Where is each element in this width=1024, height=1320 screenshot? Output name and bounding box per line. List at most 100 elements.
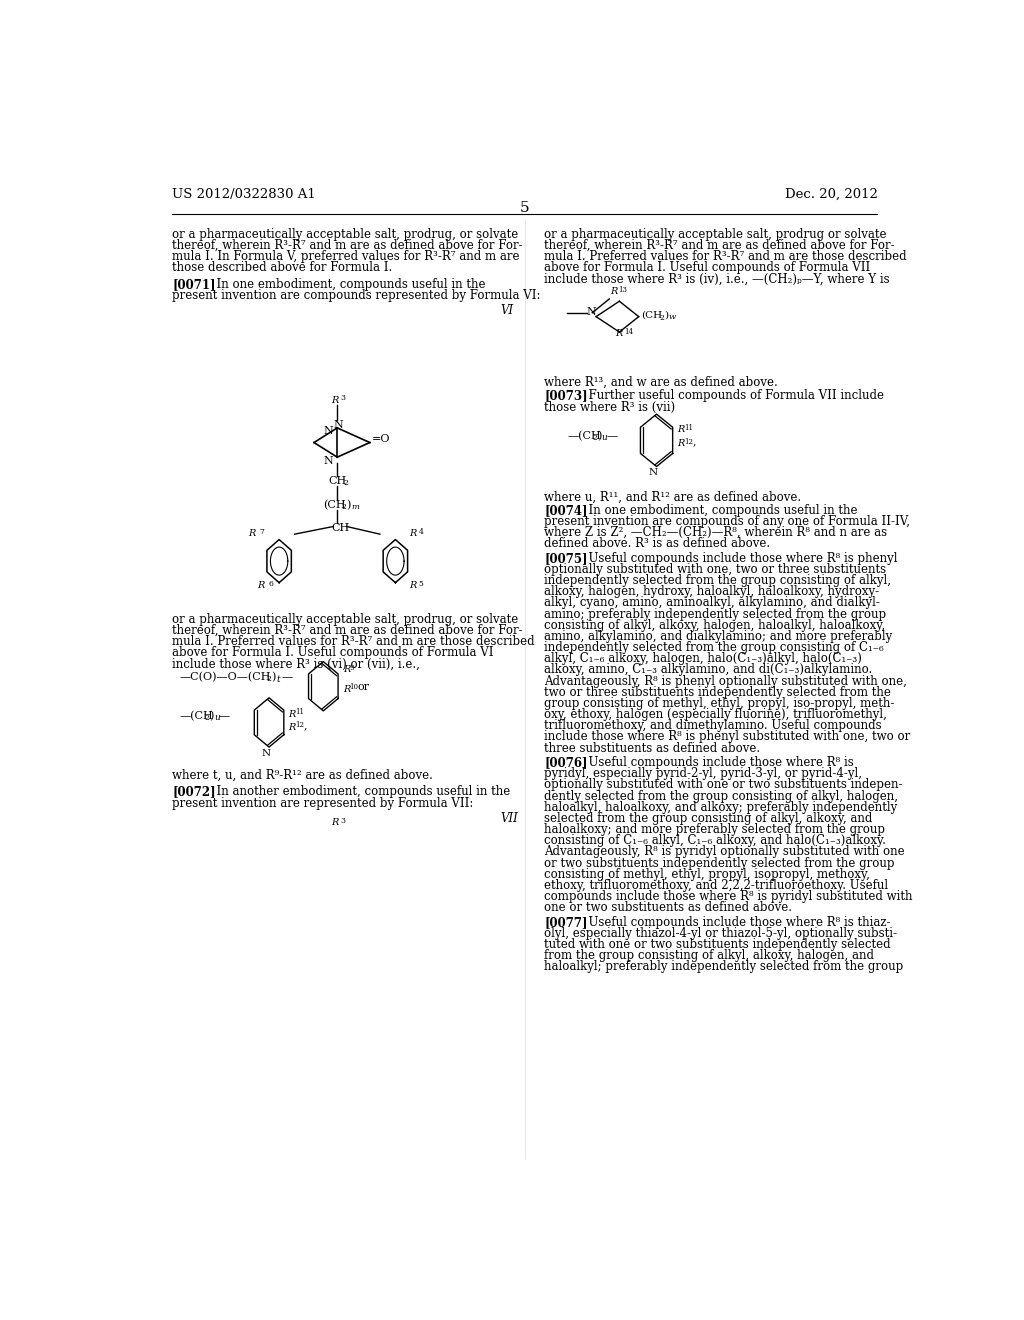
Text: [0074]: [0074] xyxy=(544,504,588,517)
Text: Useful compounds include those where R⁸ is thiaz-: Useful compounds include those where R⁸ … xyxy=(582,916,891,929)
Text: three substituents as defined above.: three substituents as defined above. xyxy=(544,742,760,755)
Text: In one embodiment, compounds useful in the: In one embodiment, compounds useful in t… xyxy=(582,504,858,517)
Text: those where R³ is (vii): those where R³ is (vii) xyxy=(544,400,675,413)
Text: or: or xyxy=(357,682,370,693)
Text: 2: 2 xyxy=(205,714,210,722)
Text: In another embodiment, compounds useful in the: In another embodiment, compounds useful … xyxy=(209,785,511,799)
Text: 3: 3 xyxy=(340,395,345,403)
Text: US 2012/0322830 A1: US 2012/0322830 A1 xyxy=(172,187,316,201)
Text: R: R xyxy=(289,722,296,731)
Text: 2: 2 xyxy=(659,314,665,322)
Text: 10: 10 xyxy=(349,684,358,692)
Text: [0076]: [0076] xyxy=(544,756,588,770)
Text: haloalkoxy; and more preferably selected from the group: haloalkoxy; and more preferably selected… xyxy=(544,824,885,836)
Text: where u, R¹¹, and R¹² are as defined above.: where u, R¹¹, and R¹² are as defined abo… xyxy=(544,491,802,503)
Text: haloalkyl; preferably independently selected from the group: haloalkyl; preferably independently sele… xyxy=(544,961,903,973)
Text: group consisting of methyl, ethyl, propyl, iso-propyl, meth-: group consisting of methyl, ethyl, propy… xyxy=(544,697,895,710)
Text: ethoxy, trifluoromethoxy, and 2,2,2-trifluoroethoxy. Useful: ethoxy, trifluoromethoxy, and 2,2,2-trif… xyxy=(544,879,888,892)
Text: mula I. Preferred values for R³-R⁷ and m are those described: mula I. Preferred values for R³-R⁷ and m… xyxy=(544,249,907,263)
Text: trifluoromethoxy, and dimethylamino. Useful compounds: trifluoromethoxy, and dimethylamino. Use… xyxy=(544,719,882,733)
Text: 5: 5 xyxy=(520,201,529,215)
Text: amino, alkylamino, and dialkylamino; and more preferably: amino, alkylamino, and dialkylamino; and… xyxy=(544,630,893,643)
Text: alkoxy, amino, C₁₋₃ alkylamino, and di(C₁₋₃)alkylamino.: alkoxy, amino, C₁₋₃ alkylamino, and di(C… xyxy=(544,664,872,676)
Text: amino; preferably independently selected from the group: amino; preferably independently selected… xyxy=(544,607,887,620)
Text: 5: 5 xyxy=(419,579,424,589)
Text: 2: 2 xyxy=(592,434,597,442)
Text: selected from the group consisting of alkyl, alkoxy, and: selected from the group consisting of al… xyxy=(544,812,872,825)
Text: include those where R³ is (iv), i.e., —(CH₂)ₚ—Y, where Y is: include those where R³ is (iv), i.e., —(… xyxy=(544,272,890,285)
Text: oxy, ethoxy, halogen (especially fluorine), trifluoromethyl,: oxy, ethoxy, halogen (especially fluorin… xyxy=(544,708,887,721)
Text: consisting of alkyl, alkoxy, halogen, haloalkyl, haloalkoxy,: consisting of alkyl, alkoxy, halogen, ha… xyxy=(544,619,886,632)
Text: 12: 12 xyxy=(684,438,693,446)
Text: ): ) xyxy=(209,711,214,721)
Text: thereof, wherein R³-R⁷ and m are as defined above for For-: thereof, wherein R³-R⁷ and m are as defi… xyxy=(172,239,523,252)
Text: R: R xyxy=(248,529,256,539)
Text: Advantageously, R⁸ is phenyl optionally substituted with one,: Advantageously, R⁸ is phenyl optionally … xyxy=(544,675,907,688)
Text: 2: 2 xyxy=(342,503,347,511)
Text: —: — xyxy=(219,711,229,721)
Text: Useful compounds include those where R⁸ is: Useful compounds include those where R⁸ … xyxy=(582,756,854,770)
Text: N: N xyxy=(324,455,334,466)
Text: ): ) xyxy=(346,499,351,510)
Text: olyl, especially thiazol-4-yl or thiazol-5-yl, optionally substi-: olyl, especially thiazol-4-yl or thiazol… xyxy=(544,927,897,940)
Text: Further useful compounds of Formula VII include: Further useful compounds of Formula VII … xyxy=(582,389,885,403)
Text: from the group consisting of alkyl, alkoxy, halogen, and: from the group consisting of alkyl, alko… xyxy=(544,949,874,962)
Text: above for Formula I. Useful compounds of Formula VII: above for Formula I. Useful compounds of… xyxy=(544,261,870,275)
Text: R: R xyxy=(410,529,417,539)
Text: thereof, wherein R³-R⁷ and m are as defined above for For-: thereof, wherein R³-R⁷ and m are as defi… xyxy=(544,239,895,252)
Text: or a pharmaceutically acceptable salt, prodrug or solvate: or a pharmaceutically acceptable salt, p… xyxy=(544,227,887,240)
Text: haloalkyl, haloalkoxy, and alkoxy; preferably independently: haloalkyl, haloalkoxy, and alkoxy; prefe… xyxy=(544,801,897,813)
Text: independently selected from the group consisting of alkyl,: independently selected from the group co… xyxy=(544,574,891,587)
Text: include those where R⁸ is phenyl substituted with one, two or: include those where R⁸ is phenyl substit… xyxy=(544,730,910,743)
Text: Useful compounds include those where R⁸ is phenyl: Useful compounds include those where R⁸ … xyxy=(582,552,898,565)
Text: ): ) xyxy=(271,672,275,682)
Text: t: t xyxy=(276,675,281,684)
Text: or two substituents independently selected from the group: or two substituents independently select… xyxy=(544,857,895,870)
Text: 12: 12 xyxy=(295,721,304,730)
Text: —C(O)—O—(CH: —C(O)—O—(CH xyxy=(180,672,271,682)
Text: (CH: (CH xyxy=(641,310,663,319)
Text: those described above for Formula I.: those described above for Formula I. xyxy=(172,261,392,275)
Text: 2: 2 xyxy=(343,479,348,487)
Text: where t, u, and R⁹-R¹² are as defined above.: where t, u, and R⁹-R¹² are as defined ab… xyxy=(172,768,433,781)
Text: R: R xyxy=(343,665,350,675)
Text: where Z is Z², —CH₂—(CH₂)—R⁸, wherein R⁸ and n are as: where Z is Z², —CH₂—(CH₂)—R⁸, wherein R⁸… xyxy=(544,527,888,539)
Text: N: N xyxy=(261,748,270,758)
Text: w: w xyxy=(669,313,676,321)
Text: ,: , xyxy=(692,437,695,446)
Text: thereof, wherein R³-R⁷ and m are as defined above for For-: thereof, wherein R³-R⁷ and m are as defi… xyxy=(172,624,523,636)
Text: [0077]: [0077] xyxy=(544,916,588,929)
Text: [0075]: [0075] xyxy=(544,552,588,565)
Text: [0072]: [0072] xyxy=(172,785,216,799)
Text: —: — xyxy=(282,672,293,682)
Text: or a pharmaceutically acceptable salt, prodrug, or solvate: or a pharmaceutically acceptable salt, p… xyxy=(172,612,518,626)
Text: [0071]: [0071] xyxy=(172,279,216,290)
Text: VII: VII xyxy=(500,812,518,825)
Text: R: R xyxy=(343,685,350,693)
Text: present invention are represented by Formula VII:: present invention are represented by For… xyxy=(172,796,473,809)
Text: R: R xyxy=(257,581,265,590)
Text: defined above. R³ is as defined above.: defined above. R³ is as defined above. xyxy=(544,537,770,550)
Text: —(CH: —(CH xyxy=(180,711,214,721)
Text: mula I. Preferred values for R³-R⁷ and m are those described: mula I. Preferred values for R³-R⁷ and m… xyxy=(172,635,535,648)
Text: above for Formula I. Useful compounds of Formula VI: above for Formula I. Useful compounds of… xyxy=(172,647,494,659)
Text: Dec. 20, 2012: Dec. 20, 2012 xyxy=(784,187,878,201)
Text: R: R xyxy=(331,818,338,826)
Text: optionally substituted with one, two or three substituents: optionally substituted with one, two or … xyxy=(544,562,887,576)
Text: R: R xyxy=(331,396,338,405)
Text: ): ) xyxy=(597,432,601,441)
Text: —: — xyxy=(606,432,617,441)
Text: one or two substituents as defined above.: one or two substituents as defined above… xyxy=(544,902,793,915)
Text: R: R xyxy=(289,710,296,718)
Text: 4: 4 xyxy=(419,528,424,536)
Text: CH: CH xyxy=(331,523,349,532)
Text: R: R xyxy=(615,329,623,338)
Text: Advantageously, R⁸ is pyridyl optionally substituted with one: Advantageously, R⁸ is pyridyl optionally… xyxy=(544,845,905,858)
Text: R: R xyxy=(610,286,617,296)
Text: VI: VI xyxy=(500,304,513,317)
Text: consisting of C₁₋₆ alkyl, C₁₋₆ alkoxy, and halo(C₁₋₃)alkoxy.: consisting of C₁₋₆ alkyl, C₁₋₆ alkoxy, a… xyxy=(544,834,886,847)
Text: alkyl, cyano, amino, aminoalkyl, alkylamino, and dialkyl-: alkyl, cyano, amino, aminoalkyl, alkylam… xyxy=(544,597,880,610)
Text: (CH: (CH xyxy=(324,499,346,510)
Text: 2: 2 xyxy=(266,676,271,684)
Text: [0073]: [0073] xyxy=(544,389,588,403)
